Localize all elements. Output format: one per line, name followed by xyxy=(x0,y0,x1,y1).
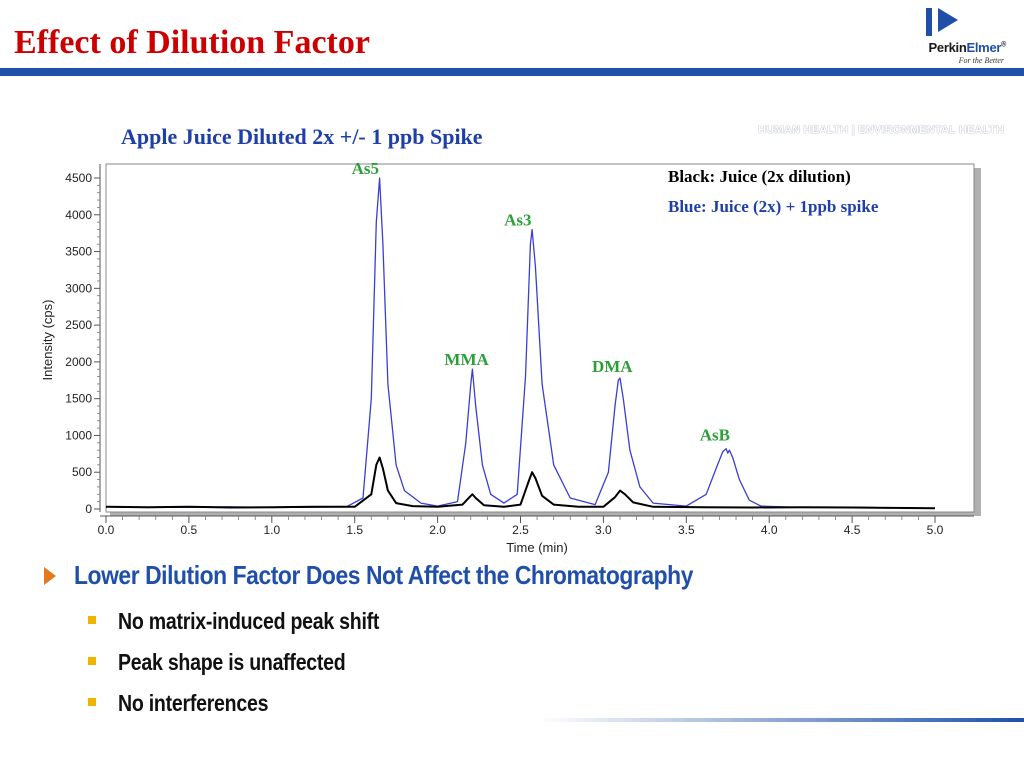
logo-wordmark: PerkinElmer® xyxy=(928,40,1007,55)
x-tick-label: 5.0 xyxy=(927,523,944,537)
x-tick-label: 4.5 xyxy=(844,523,861,537)
perkinelmer-logo: PerkinElmer® For the Better xyxy=(896,6,1016,65)
y-axis-label: Intensity (cps) xyxy=(40,300,55,381)
peak-label: DMA xyxy=(592,357,633,376)
y-tick-label: 2000 xyxy=(65,355,92,369)
sub-bullet-text: Peak shape is unaffected xyxy=(118,649,346,675)
juice-series-line xyxy=(105,456,936,510)
x-tick-label: 4.0 xyxy=(761,523,778,537)
header-bar xyxy=(0,68,1024,76)
x-tick-label: 1.5 xyxy=(346,523,363,537)
x-axis-label: Time (min) xyxy=(506,540,568,555)
x-tick-label: 3.0 xyxy=(595,523,612,537)
spike-series-line xyxy=(105,177,936,509)
y-tick-label: 1500 xyxy=(65,392,92,406)
logo-name-part2: Elmer xyxy=(966,40,1002,55)
series-lines xyxy=(105,177,936,510)
peak-labels: As5 MMA As3 DMA AsB xyxy=(352,159,730,445)
peak-label: As5 xyxy=(352,159,379,178)
logo-trademark: ® xyxy=(1001,41,1006,49)
legend: Black: Juice (2x dilution) Blue: Juice (2… xyxy=(668,167,879,216)
legend-entry: Black: Juice (2x dilution) xyxy=(668,167,851,186)
y-tick-label: 500 xyxy=(72,465,92,479)
x-tick-label: 0.5 xyxy=(181,523,198,537)
x-tick-label: 0.0 xyxy=(98,523,115,537)
y-tick-label: 3000 xyxy=(65,281,92,295)
bullet-square-icon xyxy=(88,657,96,665)
logo-name-part1: Perkin xyxy=(928,40,967,55)
sub-bullet-text: No interferences xyxy=(118,690,269,716)
main-bullet-text: Lower Dilution Factor Does Not Affect th… xyxy=(74,560,693,590)
slide-title: Effect of Dilution Factor xyxy=(14,24,370,61)
x-tick-label: 3.5 xyxy=(678,523,695,537)
perkinelmer-logo-mark-icon xyxy=(926,8,958,36)
chart-title: Apple Juice Diluted 2x +/- 1 ppb Spike xyxy=(121,124,483,149)
logo-tagline: For the Better xyxy=(958,56,1004,65)
bullet-arrow-icon xyxy=(44,567,56,585)
header-tagline: HUMAN HEALTH | ENVIRONMENTAL HEALTH xyxy=(758,124,1004,136)
chromatogram-chart: 0 500 1000 1500 2000 2500 3000 3500 4000 4500 0.0 0… xyxy=(40,159,981,555)
legend-entry: Blue: Juice (2x) + 1ppb spike xyxy=(668,197,879,216)
y-tick-label: 0 xyxy=(85,502,92,516)
bullet-square-icon xyxy=(88,698,96,706)
y-tick-label: 4000 xyxy=(65,208,92,222)
y-tick-label: 2500 xyxy=(65,318,92,332)
sub-bullet-text: No matrix-induced peak shift xyxy=(118,608,380,634)
x-tick-label: 2.0 xyxy=(429,523,446,537)
y-tick-label: 1000 xyxy=(65,428,92,442)
bullet-square-icon xyxy=(88,616,96,624)
peak-label: As3 xyxy=(504,210,531,229)
x-tick-label: 2.5 xyxy=(512,523,529,537)
axes: 0 500 1000 1500 2000 2500 3000 3500 4000 4500 0.0 0… xyxy=(40,164,974,555)
y-tick-label: 4500 xyxy=(65,171,92,185)
peak-label: AsB xyxy=(700,426,730,445)
peak-label: MMA xyxy=(444,350,489,369)
y-tick-label: 3500 xyxy=(65,245,92,259)
x-tick-label: 1.0 xyxy=(263,523,280,537)
footer-line xyxy=(540,718,1024,722)
